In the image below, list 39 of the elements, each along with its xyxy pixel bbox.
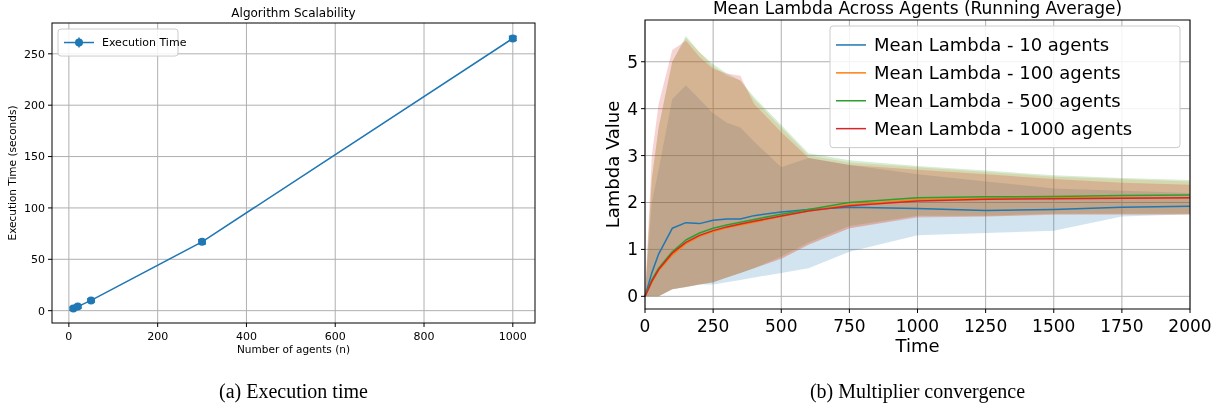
legend-label: Mean Lambda - 10 agents [874, 34, 1110, 56]
y-tick-label: 100 [24, 201, 45, 215]
x-tick-label: 1250 [963, 316, 1008, 336]
legend-label: Execution Time [102, 36, 187, 50]
text: (a) Execution time [219, 380, 369, 403]
chart-title: Mean Lambda Across Agents (Running Average) [712, 0, 1123, 18]
y-tick-label: 250 [24, 47, 45, 61]
x-tick-label: 250 [696, 316, 730, 336]
y-tick-label: 150 [24, 150, 45, 164]
x-tick-label: 1500 [1032, 316, 1076, 336]
y-tick-label: 0 [38, 304, 45, 318]
y-tick-label: 2 [627, 192, 638, 213]
x-tick-label: 750 [833, 316, 866, 336]
text: (b) Multiplier convergence [809, 380, 1026, 403]
y-tick-label: 1 [627, 239, 638, 260]
y-tick-label: 50 [31, 253, 45, 267]
y-tick-label: 200 [24, 99, 45, 113]
x-tick-label: 400 [235, 330, 257, 343]
x-tick-label: 2000 [1168, 316, 1212, 336]
y-axis-title: Lambda Value [602, 100, 623, 229]
x-axis-title: Number of agents (n) [237, 342, 350, 355]
x-tick-label: 1000 [895, 316, 940, 336]
x-tick-label: 200 [147, 330, 169, 343]
x-tick-label: 0 [65, 330, 73, 343]
y-tick-label: 3 [627, 145, 638, 166]
legend-label: Mean Lambda - 100 agents [874, 62, 1121, 84]
x-tick-label: 600 [324, 330, 346, 343]
y-tick-label: 5 [627, 51, 638, 72]
x-tick-label: 800 [413, 330, 435, 343]
y-axis-title: Execution Time (seconds) [6, 105, 18, 241]
chart-title: Algorithm Scalability [231, 6, 356, 20]
x-tick-label: 1000 [498, 330, 527, 343]
x-axis-title: Time [894, 335, 940, 356]
x-tick-label: 1750 [1100, 316, 1144, 336]
y-tick-label: 0 [627, 286, 638, 307]
x-tick-label: 500 [765, 316, 798, 336]
legend-label: Mean Lambda - 500 agents [874, 90, 1121, 112]
legend-label: Mean Lambda - 1000 agents [874, 117, 1133, 139]
y-tick-label: 4 [627, 98, 638, 119]
